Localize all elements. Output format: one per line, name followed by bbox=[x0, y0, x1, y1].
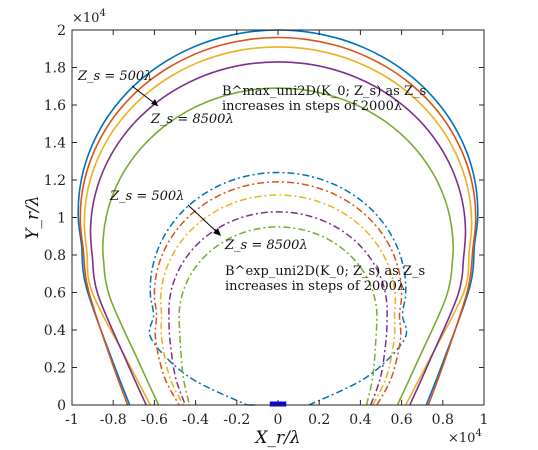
exp-boundary-curve-2 bbox=[159, 194, 397, 406]
exp-boundary-curve-0 bbox=[148, 171, 408, 406]
max-boundary-curve-2 bbox=[83, 46, 473, 406]
x-tick-label: 0.8 bbox=[432, 412, 454, 428]
exp-zs-start-label: Z_s = 500λ bbox=[109, 189, 184, 204]
x-axis-label: X_r/λ bbox=[253, 428, 300, 448]
x-tick-label: 0.2 bbox=[308, 412, 330, 428]
max-boundary-curve-3 bbox=[89, 61, 467, 406]
y-tick-label: 0.2 bbox=[44, 361, 66, 377]
exp-desc-line2: increases in steps of 2000λ bbox=[225, 279, 405, 294]
y-tick-label: 0.4 bbox=[44, 323, 66, 339]
max-boundary-curve-1 bbox=[79, 36, 477, 406]
x-scale-note: ×104 bbox=[448, 428, 482, 446]
y-axis-label: Y_r/λ bbox=[23, 195, 43, 239]
x-tick-label: -0.2 bbox=[223, 412, 250, 428]
max-boundary-curve-4 bbox=[101, 87, 455, 406]
x-tick-label: -1 bbox=[65, 412, 79, 428]
exp-arrow-line bbox=[187, 204, 221, 236]
x-tick-label: 1 bbox=[480, 412, 489, 428]
y-scale-note: ×104 bbox=[72, 8, 106, 26]
y-tick-label: 0 bbox=[57, 398, 66, 414]
max-arrow-head bbox=[151, 99, 158, 106]
max-zs-start-label: Z_s = 500λ bbox=[77, 69, 152, 84]
x-tick-label: -0.6 bbox=[141, 412, 168, 428]
y-tick-label: 1.4 bbox=[44, 136, 66, 152]
max-desc-line2: increases in steps of 2000λ bbox=[222, 99, 402, 114]
exp-desc-line1: B^exp_uni2D(K_0; Z_s) as Z_s bbox=[225, 264, 425, 279]
axes-group: -1 -0.8 -0.6 -0.4 -0.2 0 0.2 0.4 0.6 0.8 1 0 0.2 0.4 0… bbox=[23, 8, 488, 448]
x-tick-label: -0.8 bbox=[100, 412, 127, 428]
x-tick-label: 0 bbox=[274, 412, 283, 428]
y-tick-label: 1.6 bbox=[44, 98, 66, 114]
x-tick-label: 0.6 bbox=[390, 412, 412, 428]
y-tick-label: 0.6 bbox=[44, 286, 66, 302]
y-tick-label: 1.2 bbox=[44, 173, 66, 189]
y-tick-label: 2 bbox=[57, 23, 66, 39]
max-desc-line1: B^max_uni2D(K_0; Z_s) as Z_s bbox=[222, 84, 426, 99]
x-tick-label: 0.4 bbox=[349, 412, 371, 428]
curves-group bbox=[77, 29, 479, 407]
exp-boundary-curve-4 bbox=[178, 226, 378, 406]
y-tick-label: 1.8 bbox=[44, 61, 66, 77]
max-zs-end-label: Z_s = 8500λ bbox=[150, 112, 234, 127]
exp-arrow-head bbox=[213, 228, 221, 236]
exp-boundary-curve-1 bbox=[153, 181, 403, 406]
y-tick-label: 0.8 bbox=[44, 248, 66, 264]
y-tick-label: 1 bbox=[57, 211, 66, 227]
exp-boundary-curve-3 bbox=[168, 211, 388, 406]
exp-zs-end-label: Z_s = 8500λ bbox=[224, 238, 308, 253]
annotations-group: Z_s = 500λ Z_s = 8500λ B^max_uni2D(K_0; Z_… bbox=[77, 69, 426, 294]
x-tick-label: -0.4 bbox=[182, 412, 209, 428]
